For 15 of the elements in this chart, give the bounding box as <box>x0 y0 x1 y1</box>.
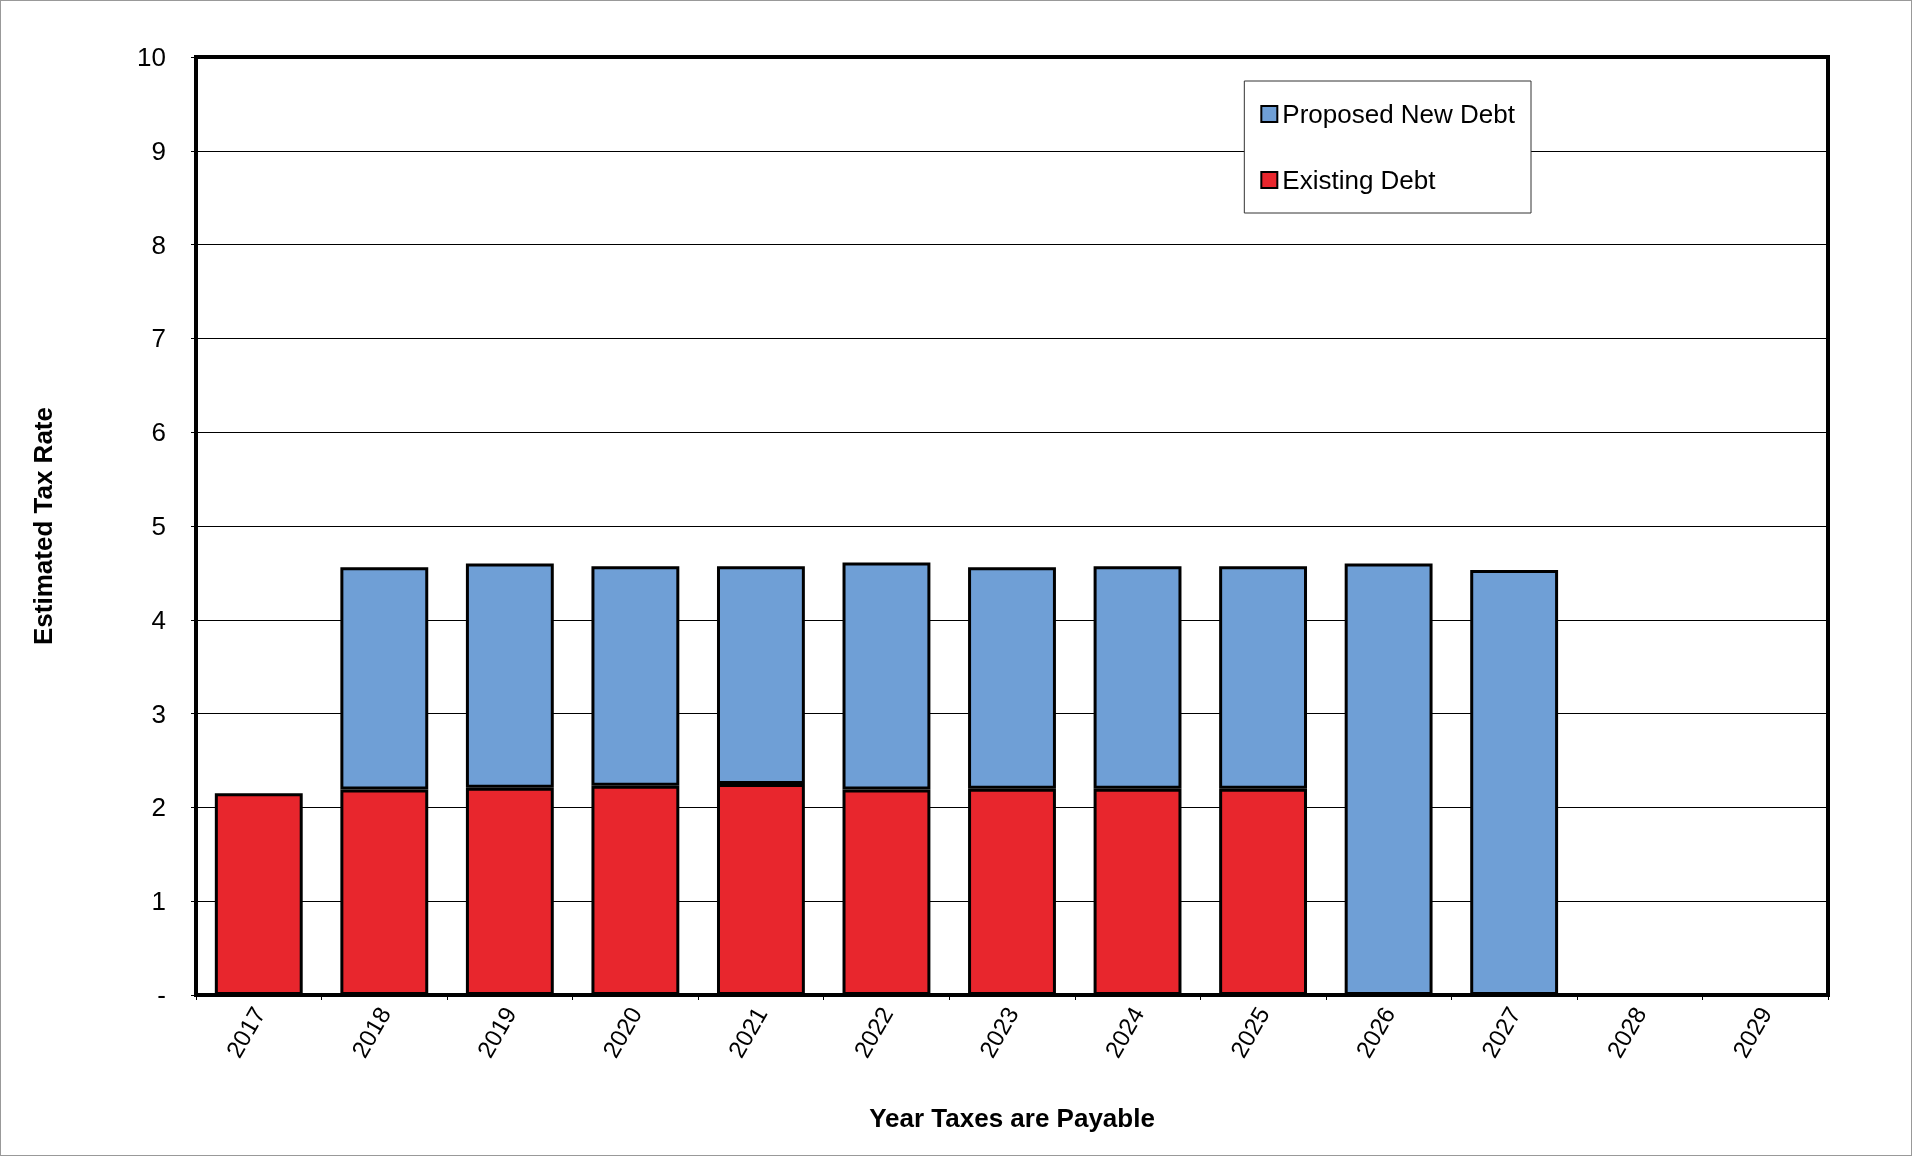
y-tick-label: 3 <box>151 698 166 729</box>
y-axis-title: Estimated Tax Rate <box>28 407 58 645</box>
y-tick-label: 8 <box>151 229 166 260</box>
legend-label: Existing Debt <box>1282 165 1437 195</box>
y-tick-label: 4 <box>151 604 166 635</box>
y-tick-label: 5 <box>151 511 166 541</box>
y-tick-label: 7 <box>151 323 166 354</box>
y-tick-label: 2 <box>151 792 166 823</box>
y-tick-label: - <box>157 980 166 1010</box>
y-tick-label: 6 <box>151 417 166 448</box>
legend-label: Proposed New Debt <box>1282 99 1516 129</box>
y-tick-label: 1 <box>151 886 166 917</box>
y-tick-label: 10 <box>137 42 166 72</box>
y-tick-label: 9 <box>151 135 166 166</box>
x-axis-title: Year Taxes are Payable <box>869 1103 1155 1133</box>
